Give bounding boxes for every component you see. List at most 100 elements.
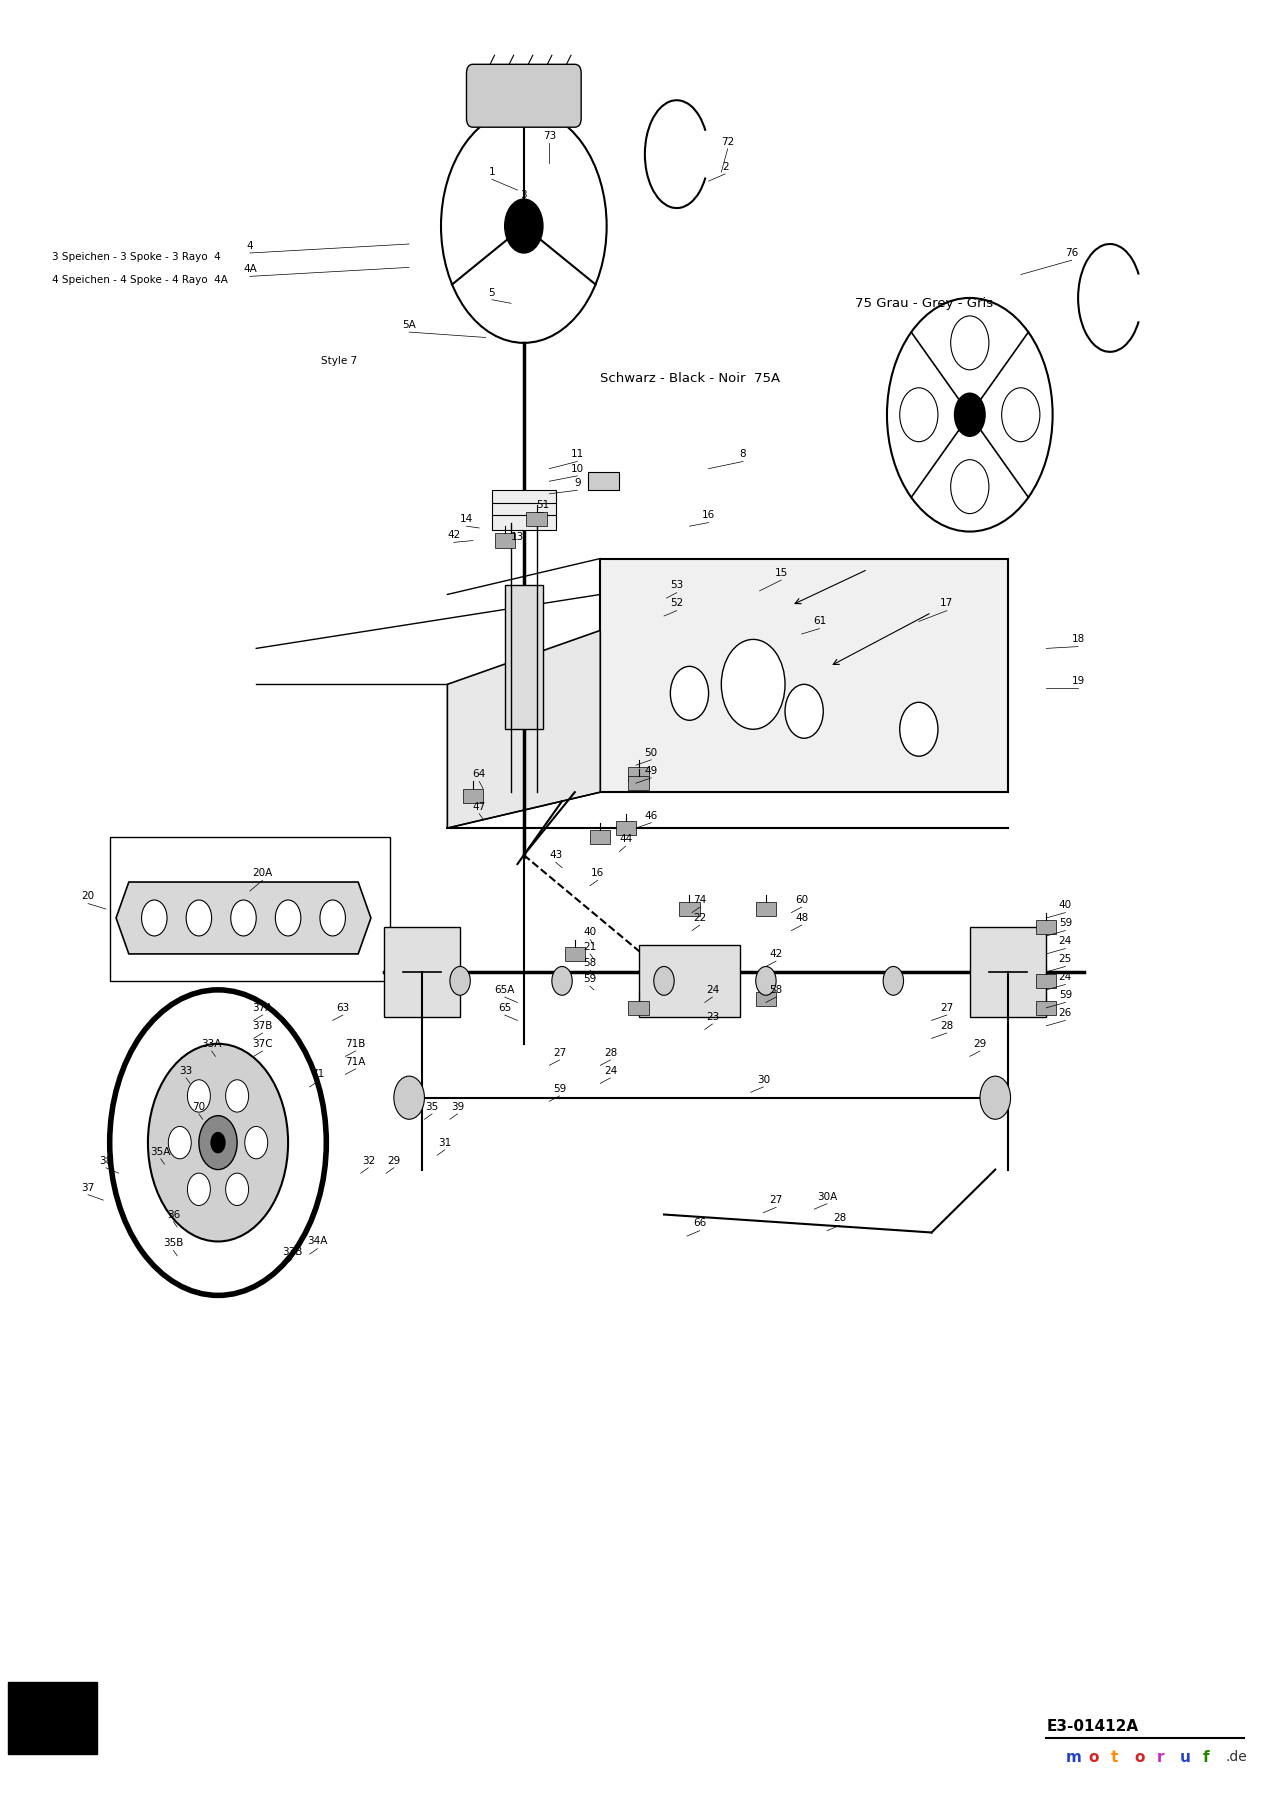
Text: 24: 24 [1059,972,1071,983]
Bar [616,821,636,835]
Text: 24: 24 [706,985,719,995]
Text: 33B: 33B [282,1247,303,1256]
Text: 28: 28 [940,1021,954,1031]
Circle shape [393,1076,424,1120]
Bar [110,837,389,981]
Bar [590,830,610,844]
Text: 65: 65 [498,1003,511,1013]
Text: 42: 42 [770,949,783,959]
Circle shape [950,459,988,513]
Circle shape [148,1044,289,1242]
Text: 42: 42 [447,531,461,540]
Text: 33: 33 [180,1066,193,1076]
Text: r: r [1157,1750,1165,1764]
Circle shape [670,666,709,720]
Bar [756,992,776,1006]
Text: 21: 21 [584,941,596,952]
Circle shape [900,387,937,441]
Text: 27: 27 [553,1048,566,1058]
Bar [628,767,649,781]
Circle shape [231,900,257,936]
Text: 25: 25 [1059,954,1071,965]
Text: 53: 53 [670,580,683,590]
Text: E3-01412A: E3-01412A [1046,1719,1138,1733]
Text: 35: 35 [425,1102,439,1112]
Text: 23: 23 [706,1012,719,1022]
Text: u: u [1180,1750,1191,1764]
Text: 2: 2 [722,162,728,171]
Bar [504,585,543,729]
Bar [638,945,741,1017]
Text: 65A: 65A [494,985,515,995]
Circle shape [211,1132,226,1154]
Text: 38: 38 [100,1156,112,1166]
Text: 58: 58 [584,958,596,968]
Text: 11: 11 [571,450,584,459]
Text: 16: 16 [591,868,604,878]
Text: 60: 60 [796,895,808,905]
Text: 5: 5 [489,288,495,297]
Bar [1036,920,1056,934]
Bar [494,533,515,547]
Bar [756,902,776,916]
Text: 10: 10 [571,464,584,473]
Text: 59: 59 [1059,990,1071,1001]
Circle shape [954,392,985,436]
Text: 4: 4 [246,241,253,250]
Text: 31: 31 [438,1138,452,1148]
Text: 34A: 34A [308,1237,328,1246]
Circle shape [950,317,988,369]
Circle shape [979,1076,1010,1120]
Bar [492,502,555,517]
Bar [462,788,483,803]
Bar [679,902,700,916]
Text: 4 Speichen - 4 Spoke - 4 Rayo  4A: 4 Speichen - 4 Spoke - 4 Rayo 4A [52,275,229,284]
Text: 24: 24 [604,1066,617,1076]
Text: 28: 28 [604,1048,617,1058]
Text: Style 7: Style 7 [321,356,358,365]
Text: 13: 13 [511,533,524,542]
Bar [587,472,619,490]
Text: 36: 36 [167,1210,180,1220]
Bar [1036,1001,1056,1015]
Bar [628,776,649,790]
Text: o: o [1134,1750,1144,1764]
Circle shape [169,1127,192,1159]
Text: 50: 50 [645,747,658,758]
Text: 30A: 30A [817,1192,838,1202]
Polygon shape [447,630,600,828]
Text: 9: 9 [575,479,581,488]
Bar [628,1001,649,1015]
Circle shape [785,684,824,738]
Text: m: m [1065,1750,1082,1764]
Text: 40: 40 [584,927,596,938]
Text: 49: 49 [645,765,658,776]
Text: 27: 27 [940,1003,954,1013]
Text: 26: 26 [1059,1008,1071,1019]
Bar [492,490,555,504]
Text: 5A: 5A [402,320,416,329]
Text: 8: 8 [739,450,746,459]
Text: o: o [1088,1750,1098,1764]
Text: 35B: 35B [163,1238,184,1247]
Text: 43: 43 [549,850,562,860]
Circle shape [900,702,937,756]
Circle shape [226,1080,249,1112]
Text: 3: 3 [521,191,527,200]
Text: 76: 76 [1065,248,1078,257]
Text: 59: 59 [1059,918,1071,929]
Text: 15: 15 [775,569,788,578]
Text: 20A: 20A [253,868,273,878]
Circle shape [552,967,572,995]
Text: 14: 14 [460,515,472,524]
Text: 61: 61 [813,616,826,626]
Bar [383,927,460,1017]
Text: 63: 63 [336,1003,350,1013]
Text: 27: 27 [770,1195,783,1206]
Text: 64: 64 [472,769,485,779]
Text: 47: 47 [472,801,485,812]
Text: 40: 40 [1059,900,1071,911]
Text: 51: 51 [536,500,549,509]
Circle shape [756,967,776,995]
Text: 59: 59 [584,974,596,985]
